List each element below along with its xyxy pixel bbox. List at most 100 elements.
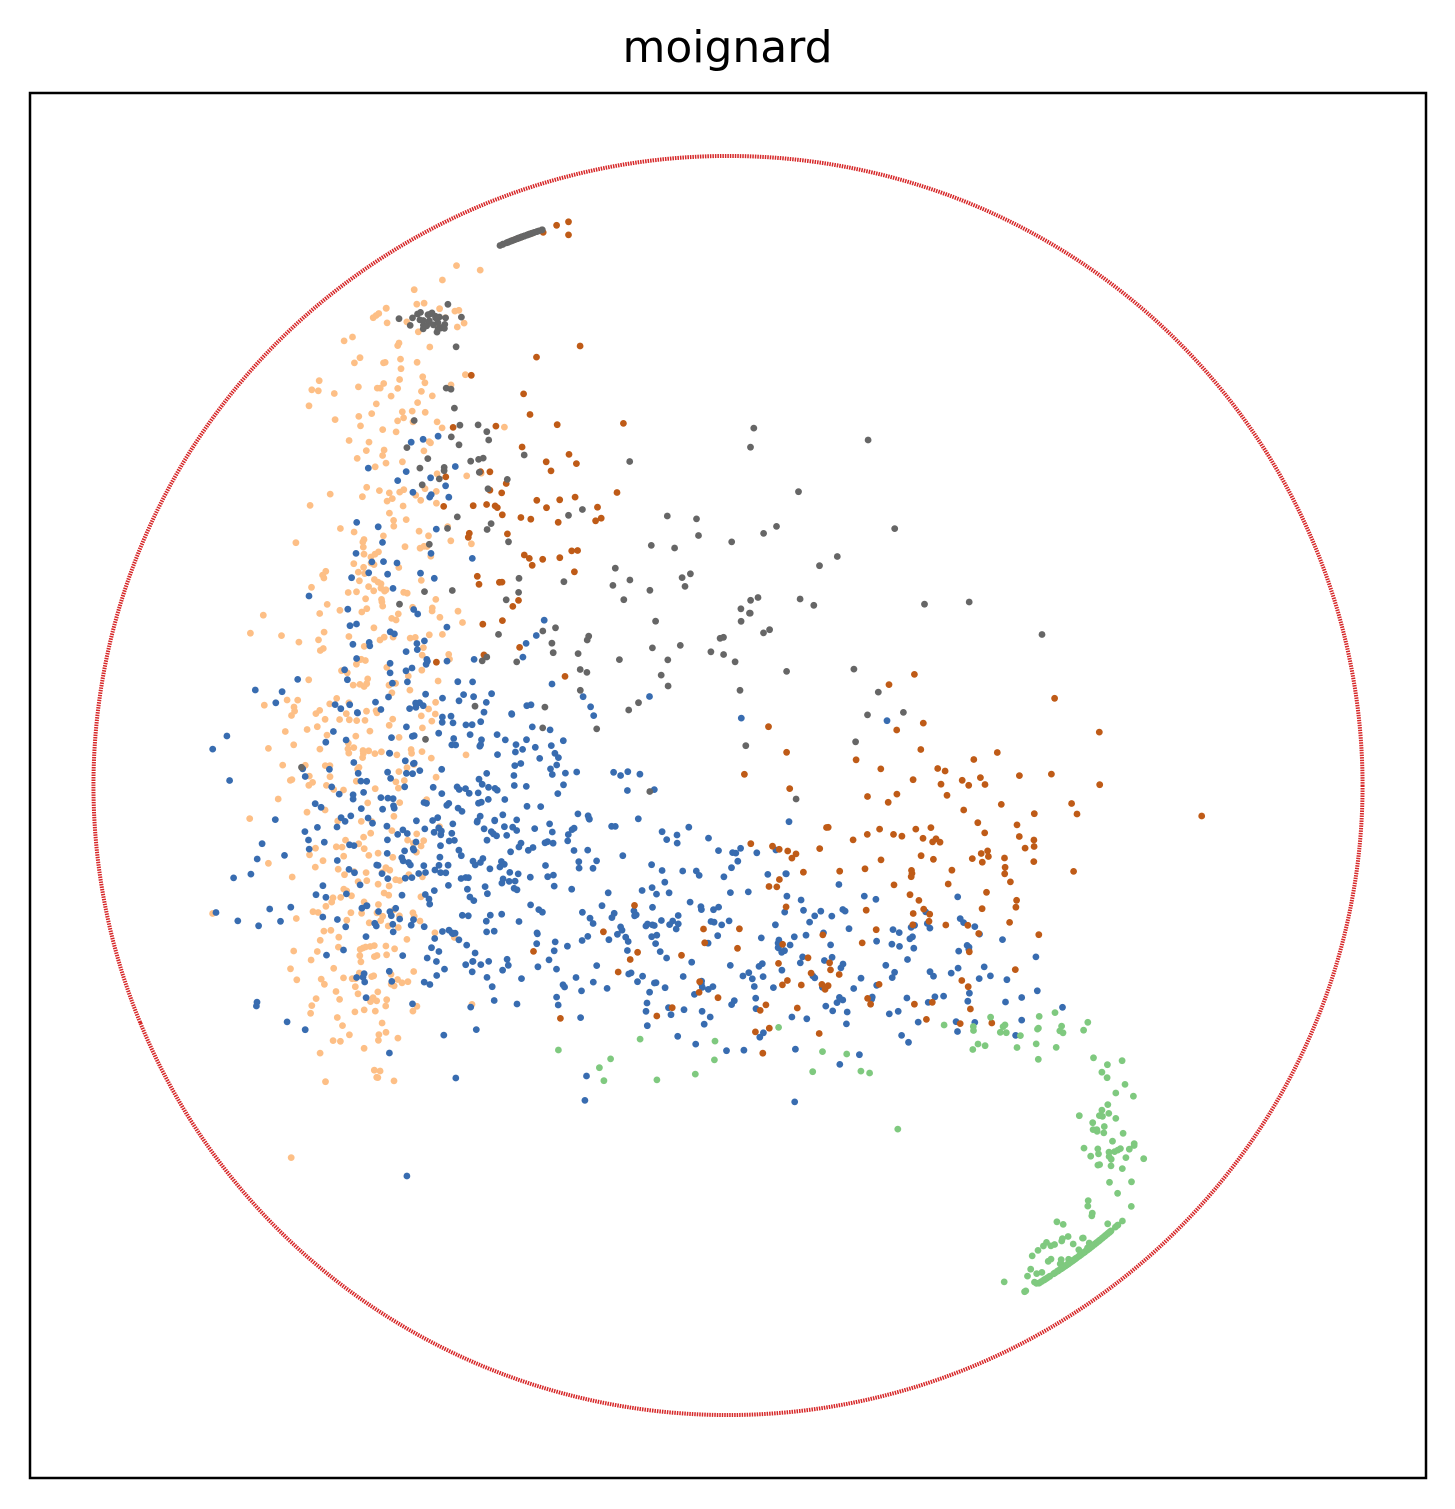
scatter-point (373, 997, 381, 1005)
scatter-point (468, 540, 475, 548)
scatter-point (817, 907, 825, 915)
scatter-point (900, 709, 907, 716)
scatter-point (981, 829, 989, 837)
scatter-point (338, 843, 346, 851)
scatter-point (643, 999, 651, 1007)
scatter-point (496, 242, 504, 249)
scatter-point (589, 864, 597, 872)
scatter-point (462, 721, 470, 729)
scatter-point (469, 678, 476, 686)
scatter-point (333, 695, 341, 702)
scatter-point (486, 468, 494, 476)
scatter-point (828, 912, 836, 920)
scatter-point (434, 677, 442, 685)
scatter-point (416, 917, 424, 925)
scatter-point (394, 924, 402, 931)
scatter-point (718, 921, 726, 929)
scatter-point (281, 852, 288, 859)
scatter-point (376, 487, 383, 494)
scatter-point (956, 1020, 964, 1027)
scatter-point (539, 555, 547, 563)
scatter-point (483, 526, 491, 533)
scatter-point (541, 703, 549, 711)
scatter-point (1040, 1276, 1048, 1284)
scatter-point (837, 964, 845, 972)
scatter-point (480, 708, 488, 716)
scatter-point (345, 633, 353, 640)
scatter-point (354, 568, 362, 576)
scatter-point (579, 506, 586, 513)
scatter-point (432, 596, 440, 603)
scatter-point (856, 1051, 863, 1059)
scatter-point (288, 776, 296, 783)
scatter-point (341, 871, 348, 879)
scatter-point (359, 493, 366, 501)
scatter-point (287, 965, 294, 973)
scatter-point (674, 912, 682, 919)
scatter-point (372, 312, 380, 319)
scatter-point (294, 676, 302, 683)
scatter-point (340, 974, 347, 982)
scatter-point (455, 697, 463, 705)
scatter-point (326, 490, 334, 498)
scatter-point (1104, 1061, 1111, 1069)
scatter-point (321, 715, 329, 723)
scatter-point (608, 914, 616, 921)
scatter-point (741, 770, 748, 778)
scatter-point (458, 911, 466, 919)
scatter-point (362, 869, 370, 876)
scatter-point (589, 920, 597, 927)
scatter-point (700, 925, 707, 933)
scatter-point (597, 514, 605, 522)
scatter-point (481, 883, 489, 890)
scatter-point (792, 1045, 799, 1053)
scatter-point (370, 624, 378, 632)
scatter-point (383, 319, 391, 327)
scatter-point (374, 523, 382, 531)
scatter-point (382, 304, 390, 312)
scatter-point (826, 959, 833, 967)
scatter-point (433, 499, 440, 507)
scatter-point (432, 488, 440, 495)
scatter-point (525, 555, 533, 562)
scatter-point (829, 1007, 837, 1015)
scatter-point (816, 845, 824, 852)
scatter-point (864, 793, 871, 800)
scatter-point (1127, 1203, 1135, 1210)
scatter-point (370, 972, 378, 980)
scatter-point (359, 973, 367, 981)
scatter-point (450, 735, 458, 742)
scatter-point (836, 1061, 844, 1068)
scatter-point (570, 824, 578, 832)
scatter-point (420, 978, 428, 986)
scatter-point (574, 650, 582, 657)
scatter-point (696, 978, 704, 986)
scatter-point (379, 539, 386, 546)
scatter-point (833, 999, 841, 1006)
scatter-point (505, 538, 512, 546)
scatter-point (934, 765, 942, 772)
scatter-point (364, 799, 372, 807)
scatter-point (277, 917, 284, 925)
scatter-point (345, 749, 353, 757)
scatter-point (260, 701, 268, 709)
scatter-point (519, 653, 527, 661)
scatter-point (1119, 1129, 1127, 1137)
scatter-point (833, 553, 841, 560)
scatter-point (747, 596, 754, 604)
scatter-point (460, 691, 467, 698)
scatter-point (265, 745, 272, 752)
scatter-point (681, 583, 689, 590)
scatter-point (867, 1000, 874, 1008)
scatter-point (316, 936, 324, 944)
scatter-point (455, 441, 463, 449)
scatter-point (1112, 1115, 1120, 1122)
scatter-point (421, 891, 429, 898)
scatter-point (409, 1007, 417, 1015)
scatter-point (357, 958, 365, 966)
scatter-point (894, 1125, 902, 1133)
scatter-point (572, 974, 580, 981)
scatter-point (425, 631, 433, 639)
scatter-point (394, 1034, 402, 1042)
scatter-point (676, 642, 684, 649)
